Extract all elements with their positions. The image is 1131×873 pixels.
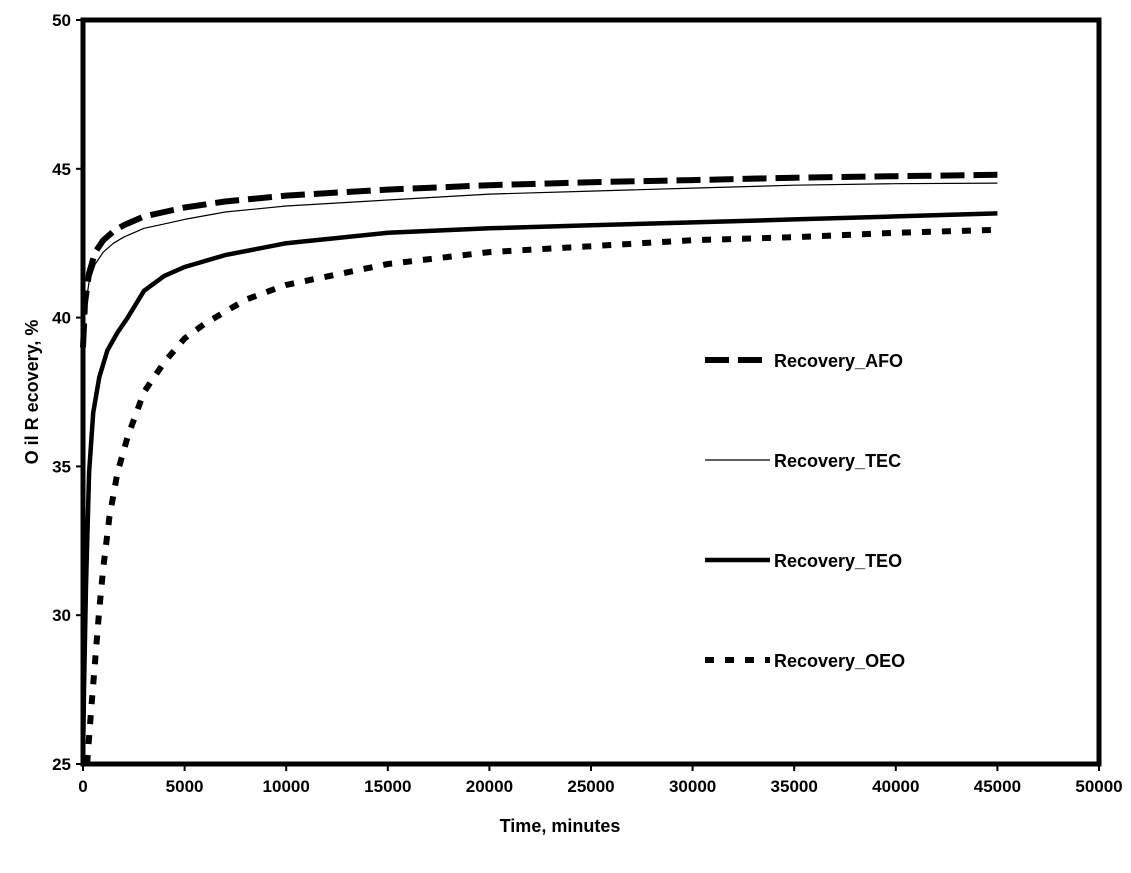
x-tick-label: 15000 <box>364 777 411 796</box>
series-line-recovery-teo <box>80 211 998 765</box>
legend-label: Recovery_AFO <box>774 351 903 371</box>
x-tick-label: 40000 <box>872 777 919 796</box>
y-tick-label: 50 <box>52 11 71 30</box>
x-tick-label: 5000 <box>166 777 204 796</box>
x-tick-label: 35000 <box>771 777 818 796</box>
series-layer <box>80 171 998 765</box>
x-tick-label: 10000 <box>263 777 310 796</box>
y-tick-label: 35 <box>52 457 71 476</box>
x-tick-label: 45000 <box>974 777 1021 796</box>
legend: Recovery_AFO Recovery_TEC Recovery_TEO Reco… <box>705 351 905 671</box>
x-axis: 0 5000 10000 15000 20000 25000 30000 35000 40000… <box>78 764 1123 796</box>
plot-area <box>80 17 1102 767</box>
y-axis-title: O il R ecovery, % <box>22 320 42 465</box>
x-tick-label: 50000 <box>1075 777 1122 796</box>
legend-label: Recovery_OEO <box>774 651 905 671</box>
y-tick-label: 45 <box>52 160 71 179</box>
y-axis: 25 30 35 40 45 50 <box>52 11 83 774</box>
legend-label: Recovery_TEO <box>774 551 902 571</box>
x-axis-title: Time, minutes <box>500 816 621 836</box>
y-tick-label: 40 <box>52 309 71 328</box>
y-tick-label: 25 <box>52 755 71 774</box>
x-tick-label: 0 <box>78 777 87 796</box>
legend-label: Recovery_TEC <box>774 451 901 471</box>
series-line-recovery-afo <box>80 171 998 348</box>
series-line-recovery-tec <box>82 182 998 348</box>
x-tick-label: 20000 <box>466 777 513 796</box>
y-tick-label: 30 <box>52 606 71 625</box>
x-tick-label: 30000 <box>669 777 716 796</box>
series-line-recovery-oeo <box>84 226 998 765</box>
x-tick-label: 25000 <box>567 777 614 796</box>
